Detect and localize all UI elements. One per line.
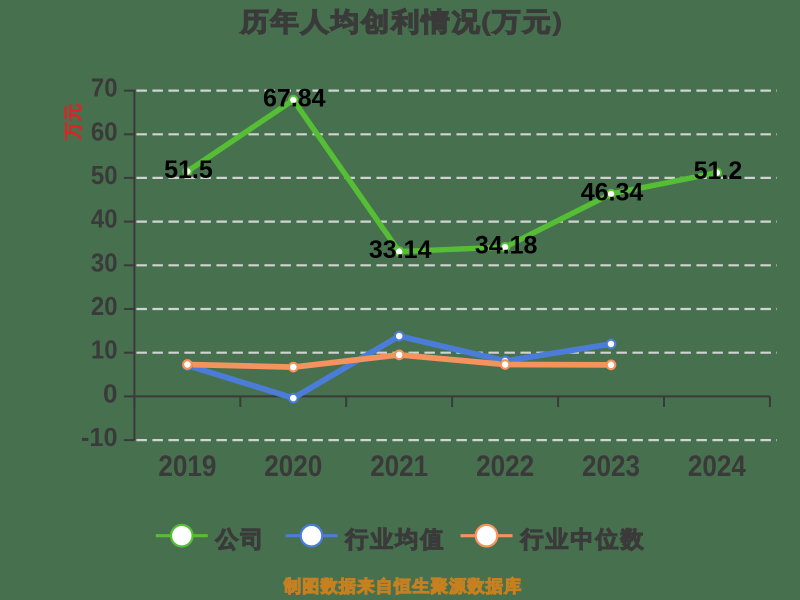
svg-text:40: 40 — [91, 204, 118, 234]
svg-text:34.18: 34.18 — [475, 232, 538, 260]
svg-text:50: 50 — [91, 160, 118, 190]
svg-text:70: 70 — [91, 73, 118, 103]
svg-text:10: 10 — [91, 335, 118, 365]
svg-text:67.84: 67.84 — [263, 85, 326, 113]
svg-text:0: 0 — [103, 378, 117, 408]
svg-text:2023: 2023 — [582, 450, 640, 483]
svg-text:2020: 2020 — [264, 450, 322, 483]
svg-text:2024: 2024 — [688, 450, 746, 483]
svg-text:-10: -10 — [81, 422, 118, 452]
svg-text:51.2: 51.2 — [694, 157, 743, 185]
svg-text:46.34: 46.34 — [581, 178, 644, 206]
svg-text:2021: 2021 — [370, 450, 428, 483]
svg-text:30: 30 — [91, 247, 118, 277]
svg-text:33.14: 33.14 — [369, 236, 432, 264]
svg-text:20: 20 — [91, 291, 118, 321]
svg-text:2022: 2022 — [476, 450, 534, 483]
svg-text:2019: 2019 — [158, 450, 216, 483]
svg-text:60: 60 — [91, 116, 118, 146]
svg-text:51.5: 51.5 — [164, 156, 213, 184]
